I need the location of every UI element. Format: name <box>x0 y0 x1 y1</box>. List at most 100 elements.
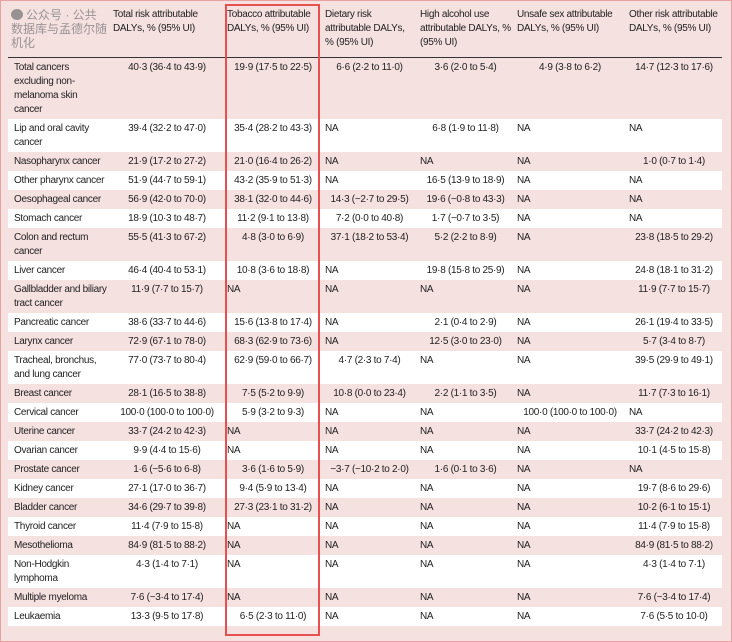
table-cell: 7·6 (−3·4 to 17·4) <box>637 592 711 603</box>
table-row: Prostate cancer 1·6 (−5·6 to 6·8) 3·6 (1·6… <box>8 460 722 479</box>
table-cell: 3·6 (2·0 to 5·4) <box>434 62 497 73</box>
table-cell: NA <box>325 592 339 603</box>
table-cell: 16·5 (13·9 to 18·9) <box>417 171 514 190</box>
table-cell: NA <box>325 540 339 551</box>
table-cell: 38·1 (32·0 to 44·6) <box>234 194 312 205</box>
table-row: Colon and rectum cancer 55·5 (41·3 to 67·… <box>8 228 722 261</box>
table-cell: 37·1 (18·2 to 53·4) <box>330 232 409 243</box>
cancer-name: Prostate cancer <box>14 464 80 475</box>
table-row: Multiple myeloma 7·6 (−3·4 to 17·4) NA NA NA… <box>8 588 722 607</box>
column-header: Tobacco attributable DALYs, % (95% UI) <box>224 4 322 58</box>
table-row: Breast cancer 28·1 (16·5 to 38·8) 7·5 (5·2… <box>8 384 722 403</box>
table-cell: NA <box>420 156 434 167</box>
column-header: Dietary risk attributable DALYs, % (95% … <box>322 4 417 58</box>
table-cell: NA <box>514 441 626 460</box>
cancer-name: Stomach cancer <box>8 209 110 228</box>
table-cell: 100·0 (100·0 to 100·0) <box>514 403 626 422</box>
table-row: Non-Hodgkin lymphoma 4·3 (1·4 to 7·1) NA NA… <box>8 555 722 588</box>
table-cell: 7·6 (−3·4 to 17·4) <box>130 592 204 603</box>
table-cell: NA <box>417 479 514 498</box>
table-cell: NA <box>517 336 531 347</box>
table-cell: NA <box>517 592 531 603</box>
table-cell: 43·2 (35·9 to 51·3) <box>224 171 322 190</box>
header-row: 公众号 · 公共数据库与孟德尔随机化 Total risk attributabl… <box>8 4 722 58</box>
table-cell: 72·9 (67·1 to 78·0) <box>128 336 206 347</box>
table-cell: 6·6 (2·2 to 11·0) <box>336 62 403 73</box>
table-row: Liver cancer 46·4 (40·4 to 53·1) 10·8 (3·6… <box>8 261 722 280</box>
table-cell: 2·1 (0·4 to 2·9) <box>417 313 514 332</box>
cancer-name: Oesophageal cancer <box>14 194 101 205</box>
table-cell: 19·7 (8·6 to 29·6) <box>626 479 722 498</box>
table-cell: 51·9 (44·7 to 59·1) <box>110 171 224 190</box>
table-row: Thyroid cancer 11·4 (7·9 to 15·8) NA NA NA NA… <box>8 517 722 536</box>
cancer-name: Liver cancer <box>8 261 110 280</box>
column-header: High alcohol use attributable DALYs, % (… <box>417 4 514 58</box>
table-cell: 39·5 (29·9 to 49·1) <box>626 351 722 384</box>
table-cell: NA <box>626 209 722 228</box>
table-cell: 18·9 (10·3 to 48·7) <box>110 209 224 228</box>
table-cell: 19·8 (15·8 to 25·9) <box>417 261 514 280</box>
table-cell: 10·8 (3·6 to 18·8) <box>224 261 322 280</box>
cancer-name: Pancreatic cancer <box>8 313 110 332</box>
table-cell: 21·9 (17·2 to 27·2) <box>128 156 206 167</box>
table-cell: NA <box>224 517 322 536</box>
table-cell: 10·1 (4·5 to 15·8) <box>626 441 722 460</box>
table-cell: NA <box>322 479 417 498</box>
corner-header: 公众号 · 公共数据库与孟德尔随机化 <box>8 4 110 58</box>
table-row: Leukaemia 13·3 (9·5 to 17·8) 6·5 (2·3 to 1… <box>8 607 722 626</box>
table-cell: 1·7 (−0·7 to 3·5) <box>417 209 514 228</box>
table-cell: 11·2 (9·1 to 13·8) <box>224 209 322 228</box>
table-cell: NA <box>417 555 514 588</box>
cancer-name: Gallbladder and biliary tract cancer <box>14 284 107 309</box>
table-cell: NA <box>626 119 722 152</box>
table-cell: NA <box>517 540 531 551</box>
table-cell: 14·3 (−2·7 to 29·5) <box>330 194 409 205</box>
table-cell: 33·7 (24·2 to 42·3) <box>635 426 713 437</box>
table-cell: 6·8 (1·9 to 11·8) <box>417 119 514 152</box>
table-row: Cervical cancer 100·0 (100·0 to 100·0) 5·9… <box>8 403 722 422</box>
wechat-icon <box>11 9 23 20</box>
table-cell: 56·9 (42·0 to 70·0) <box>128 194 206 205</box>
table-cell: NA <box>227 540 241 551</box>
table-cell: 1·6 (0·1 to 3·6) <box>434 464 497 475</box>
table-row: Stomach cancer 18·9 (10·3 to 48·7) 11·2 (9… <box>8 209 722 228</box>
table-row: Lip and oral cavity cancer 39·4 (32·2 to … <box>8 119 722 152</box>
table-cell: 5·9 (3·2 to 9·3) <box>224 403 322 422</box>
table-cell: 11·9 (7·7 to 15·7) <box>638 284 710 295</box>
table-cell: 7·5 (5·2 to 9·9) <box>242 388 304 399</box>
table-cell: 11·7 (7·3 to 16·1) <box>638 388 710 399</box>
table-cell: 11·4 (7·9 to 15·8) <box>626 517 722 536</box>
cancer-name: Other pharynx cancer <box>8 171 110 190</box>
table-cell: NA <box>517 464 531 475</box>
table-cell: NA <box>224 441 322 460</box>
table-cell: NA <box>517 426 531 437</box>
table-cell: NA <box>325 426 339 437</box>
table-cell: 27·3 (23·1 to 31·2) <box>234 502 312 513</box>
table-cell: 84·9 (81·5 to 88·2) <box>128 540 206 551</box>
table-cell: 55·5 (41·3 to 67·2) <box>128 232 206 243</box>
table-cell: 19·9 (17·5 to 22·5) <box>234 62 312 73</box>
table-cell: 100·0 (100·0 to 100·0) <box>110 403 224 422</box>
table-cell: 14·7 (12·3 to 17·6) <box>635 62 713 73</box>
cancer-name: Cervical cancer <box>8 403 110 422</box>
cancer-name: Total cancers excluding non-melanoma ski… <box>14 62 78 115</box>
table-cell: NA <box>325 156 339 167</box>
table-cell: 13·3 (9·5 to 17·8) <box>110 607 224 626</box>
cancer-name: Leukaemia <box>8 607 110 626</box>
watermark-text: 公众号 · 公共数据库与孟德尔随机化 <box>11 8 108 50</box>
table-cell: NA <box>514 313 626 332</box>
table-cell: 28·1 (16·5 to 38·8) <box>128 388 206 399</box>
table-cell: NA <box>517 232 531 243</box>
table-cell: NA <box>227 592 241 603</box>
table-cell: 5·7 (3·4 to 8·7) <box>643 336 705 347</box>
table-cell: −3·7 (−10·2 to 2·0) <box>330 464 409 475</box>
table-cell: NA <box>514 607 626 626</box>
table-row: Mesothelioma 84·9 (81·5 to 88·2) NA NA NA NA 8… <box>8 536 722 555</box>
table-row: Other pharynx cancer 51·9 (44·7 to 59·1) 4… <box>8 171 722 190</box>
table-cell: NA <box>420 540 434 551</box>
cancer-name: Uterine cancer <box>14 426 75 437</box>
cancer-name: Colon and rectum cancer <box>14 232 89 257</box>
table-cell: NA <box>420 592 434 603</box>
table-cell: NA <box>514 119 626 152</box>
table-row: Larynx cancer 72·9 (67·1 to 78·0) 68·3 (62… <box>8 332 722 351</box>
